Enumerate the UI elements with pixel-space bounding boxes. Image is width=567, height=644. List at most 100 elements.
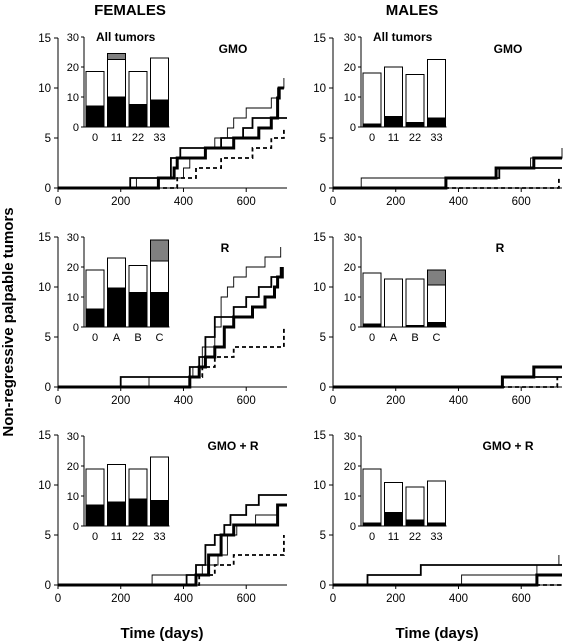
series-line-dashed	[333, 377, 559, 388]
x-axis-label-females: Time (days)	[120, 625, 203, 642]
group-label: R	[496, 241, 505, 255]
inset-bar-black	[85, 105, 105, 128]
inset-bar-chart: 0 10 20 30 0 11 22 33	[67, 431, 170, 543]
inset-bar-black	[405, 519, 425, 527]
inset-bar-black	[107, 96, 126, 128]
inset-x-tick-label: 11	[111, 531, 122, 543]
inset-y-tick-label: 20	[344, 62, 356, 74]
inset-bar-black	[128, 498, 148, 527]
y-tick-label: 15	[38, 232, 51, 244]
series-line-dashed	[333, 178, 560, 189]
inset-bar-white	[405, 486, 425, 521]
inset-y-tick-label: 10	[67, 92, 79, 104]
series-line-thin	[58, 247, 282, 388]
inset-bar-black	[384, 116, 403, 128]
inset-x-tick-label: 11	[111, 132, 122, 144]
inset-bar-white	[128, 265, 148, 293]
inset-title: All tumors	[373, 30, 433, 44]
x-tick-label: 0	[55, 395, 61, 407]
inset-x-tick-label: 0	[92, 132, 98, 144]
inset-bar-black	[107, 501, 126, 527]
x-tick-label: 600	[237, 395, 256, 407]
x-tick-label: 600	[237, 593, 256, 605]
inset-y-tick-label: 20	[344, 461, 356, 473]
inset-bar-white	[128, 468, 148, 500]
x-tick-label: 0	[330, 196, 336, 208]
y-tick-label: 0	[320, 183, 326, 195]
inset-x-tick-label: 22	[409, 132, 421, 144]
y-tick-label: 5	[320, 133, 326, 145]
inset-bar-white	[405, 74, 425, 123]
series-line-dashed	[58, 327, 285, 388]
inset-bar-white	[405, 278, 425, 326]
inset-y-tick-label: 0	[73, 122, 79, 134]
inset-bar-white	[362, 468, 382, 524]
series-line-medium	[58, 494, 287, 586]
inset-x-tick-label: 22	[409, 531, 421, 543]
y-tick-label: 10	[38, 480, 51, 492]
y-tick-label: 0	[45, 580, 51, 592]
inset-bar-black	[405, 122, 425, 128]
inset-bar-black	[128, 104, 148, 128]
panel-females-r: 0 5 10 15 0 200 400 600 R 0 10 20 30 0 A B C	[38, 232, 287, 407]
inset-x-tick-label: 22	[132, 132, 144, 144]
inset-bar-white	[427, 284, 446, 323]
inset-bar-white	[85, 71, 105, 107]
x-tick-label: 400	[449, 395, 468, 407]
inset-x-tick-label: 22	[132, 531, 144, 543]
inset-bar-white	[150, 57, 169, 101]
x-tick-label: 400	[449, 593, 468, 605]
series-line-thick	[58, 267, 284, 389]
inset-bar-white	[107, 59, 126, 98]
group-label: GMO + R	[482, 439, 533, 453]
inset-x-tick-label: 33	[430, 531, 442, 543]
x-tick-label: 200	[386, 196, 405, 208]
inset-bar-white	[362, 272, 382, 325]
inset-y-tick-label: 0	[73, 322, 79, 334]
y-tick-label: 10	[38, 83, 51, 95]
panel-females-gmo-r: 0 5 10 15 0 200 400 600 GMO + R 0 10 20 30 0 11 22 33	[38, 430, 287, 605]
panel-males-gmo-r: 0 5 10 15 0 200 400 600 GMO + R 0 10 20 30 0 11 22 33	[313, 430, 562, 605]
y-tick-label: 0	[45, 183, 51, 195]
inset-x-tick-label: C	[156, 332, 164, 344]
inset-bar-white	[150, 260, 169, 293]
y-tick-label: 15	[38, 430, 51, 442]
inset-x-tick-label: B	[134, 332, 141, 344]
inset-y-tick-label: 0	[350, 521, 356, 533]
x-tick-label: 400	[174, 196, 193, 208]
inset-bar-white	[128, 71, 148, 105]
inset-bar-black	[85, 504, 105, 527]
inset-bar-black	[384, 512, 403, 527]
inset-bar-white	[384, 278, 403, 328]
inset-bar-black	[427, 117, 446, 128]
column-title-males: MALES	[386, 2, 439, 19]
y-tick-label: 15	[313, 232, 326, 244]
inset-bar-black	[427, 322, 446, 328]
inset-bar-white	[107, 464, 126, 503]
inset-x-tick-label: 33	[153, 132, 165, 144]
x-tick-label: 200	[386, 593, 405, 605]
inset-bar-white	[107, 257, 126, 289]
x-tick-label: 200	[111, 593, 130, 605]
series-line-medium	[58, 117, 287, 189]
x-tick-label: 600	[237, 196, 256, 208]
y-axis-label: Non-regressive palpable tumors	[0, 207, 17, 436]
inset-x-tick-label: B	[411, 332, 418, 344]
inset-y-tick-label: 10	[67, 491, 79, 503]
inset-bar-chart: 0 10 20 30 0 11 22 33 All tumors	[344, 30, 447, 144]
y-tick-label: 5	[45, 133, 51, 145]
inset-bar-white	[150, 456, 169, 501]
inset-bar-black	[150, 500, 169, 527]
inset-bar-chart: 0 10 20 30 0 A B C	[67, 232, 170, 344]
inset-bar-chart: 0 10 20 30 0 11 22 33 All tumors	[67, 30, 170, 144]
group-label: GMO	[494, 42, 523, 56]
column-title-females: FEMALES	[94, 2, 166, 19]
inset-title: All tumors	[96, 30, 156, 44]
inset-x-tick-label: 0	[92, 332, 98, 344]
y-tick-label: 10	[313, 83, 326, 95]
y-tick-label: 10	[38, 282, 51, 294]
panel-males-gmo: 0 5 10 15 0 200 400 600 GMO 0 10 20 30 0 11 22 33 All tum…	[313, 30, 563, 208]
x-tick-label: 600	[512, 196, 531, 208]
inset-x-tick-label: A	[113, 332, 121, 344]
